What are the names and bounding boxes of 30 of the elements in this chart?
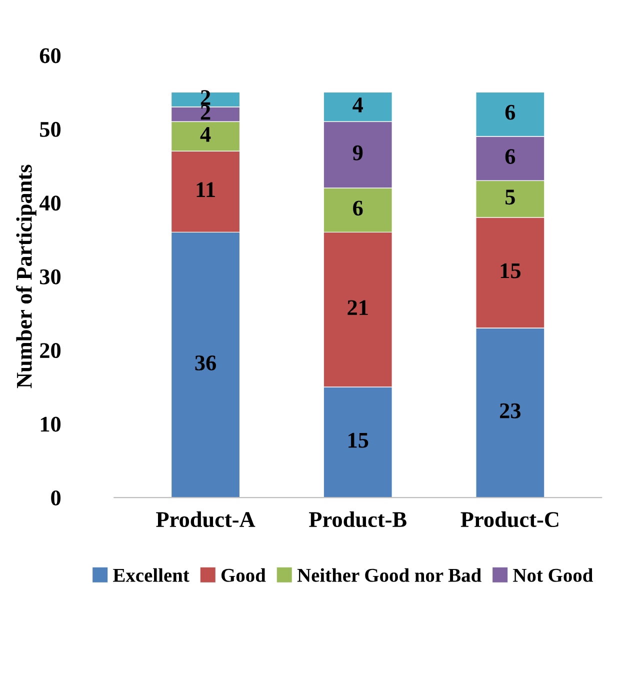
y-tick-label: 30: [40, 269, 61, 284]
y-tick-label: 0: [51, 490, 61, 506]
data-label: 9: [352, 145, 363, 160]
x-tick-label: Product-A: [156, 511, 256, 528]
data-label: 23: [500, 403, 521, 418]
y-tick-label: 40: [39, 196, 61, 211]
data-label: 36: [195, 355, 216, 370]
data-label: 15: [500, 263, 520, 278]
y-tick-label: 60: [40, 48, 61, 64]
data-label: 6: [505, 149, 516, 164]
data-label: 4: [352, 98, 363, 112]
data-label: 6: [353, 200, 363, 216]
legend-label: Good: [221, 568, 266, 582]
x-tick-label: Product-C: [460, 511, 558, 528]
legend-label: Not Good: [513, 568, 593, 582]
data-label: 5: [506, 190, 515, 205]
legend-label: Neither Good nor Bad: [297, 568, 482, 582]
data-label: 15: [348, 432, 368, 448]
data-label: 4: [200, 127, 211, 142]
data-label: 2: [200, 104, 210, 120]
y-tick-label: 50: [40, 122, 61, 137]
data-label: 21: [348, 300, 368, 315]
y-axis-title: Number of Participants: [16, 164, 36, 388]
y-tick-label: 20: [40, 343, 61, 358]
data-label: 6: [505, 104, 516, 120]
data-label: 11: [196, 182, 215, 197]
x-tick-label: Product-B: [309, 511, 406, 528]
legend-label: Excellent: [113, 568, 190, 582]
data-label: 2: [200, 90, 210, 105]
y-tick-label: 10: [40, 416, 61, 432]
